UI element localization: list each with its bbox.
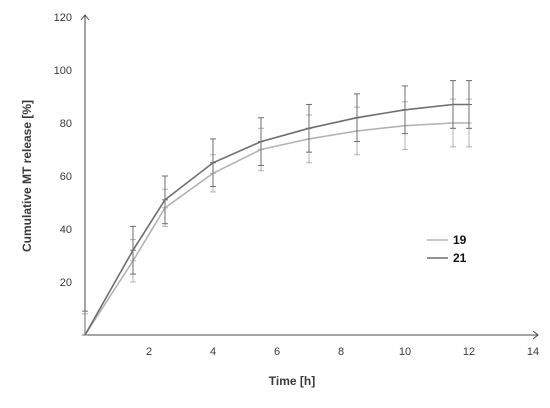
- y-axis-arrow: [80, 14, 90, 21]
- series-layer: [82, 80, 472, 336]
- x-tick-label: 2: [146, 346, 152, 358]
- legend-label-21: 21: [453, 251, 467, 265]
- axes: [80, 14, 539, 340]
- y-ticks: 20 40 60 80 100 120: [54, 12, 72, 289]
- y-tick-label: 20: [60, 277, 72, 289]
- x-tick-label: 10: [399, 346, 411, 358]
- x-tick-label: 8: [338, 346, 344, 358]
- y-tick-label: 120: [54, 12, 72, 24]
- y-tick-label: 60: [60, 171, 72, 183]
- y-tick-label: 40: [60, 224, 72, 236]
- x-axis-title: Time [h]: [269, 374, 315, 388]
- x-ticks: 2 4 6 8 10 12 14: [146, 346, 539, 358]
- series-21: [82, 80, 472, 336]
- series-19: [82, 98, 472, 336]
- legend-label-19: 19: [453, 233, 467, 247]
- series-line: [84, 103, 469, 336]
- x-tick-label: 12: [463, 346, 475, 358]
- y-axis-title: Cumulative MT release [%]: [20, 100, 34, 252]
- series-line: [84, 122, 469, 336]
- x-tick-label: 6: [274, 346, 280, 358]
- y-tick-label: 100: [54, 65, 72, 77]
- x-axis-arrow: [532, 330, 539, 340]
- x-tick-label: 4: [210, 346, 216, 358]
- x-tick-label: 14: [527, 346, 539, 358]
- y-tick-label: 80: [60, 118, 72, 130]
